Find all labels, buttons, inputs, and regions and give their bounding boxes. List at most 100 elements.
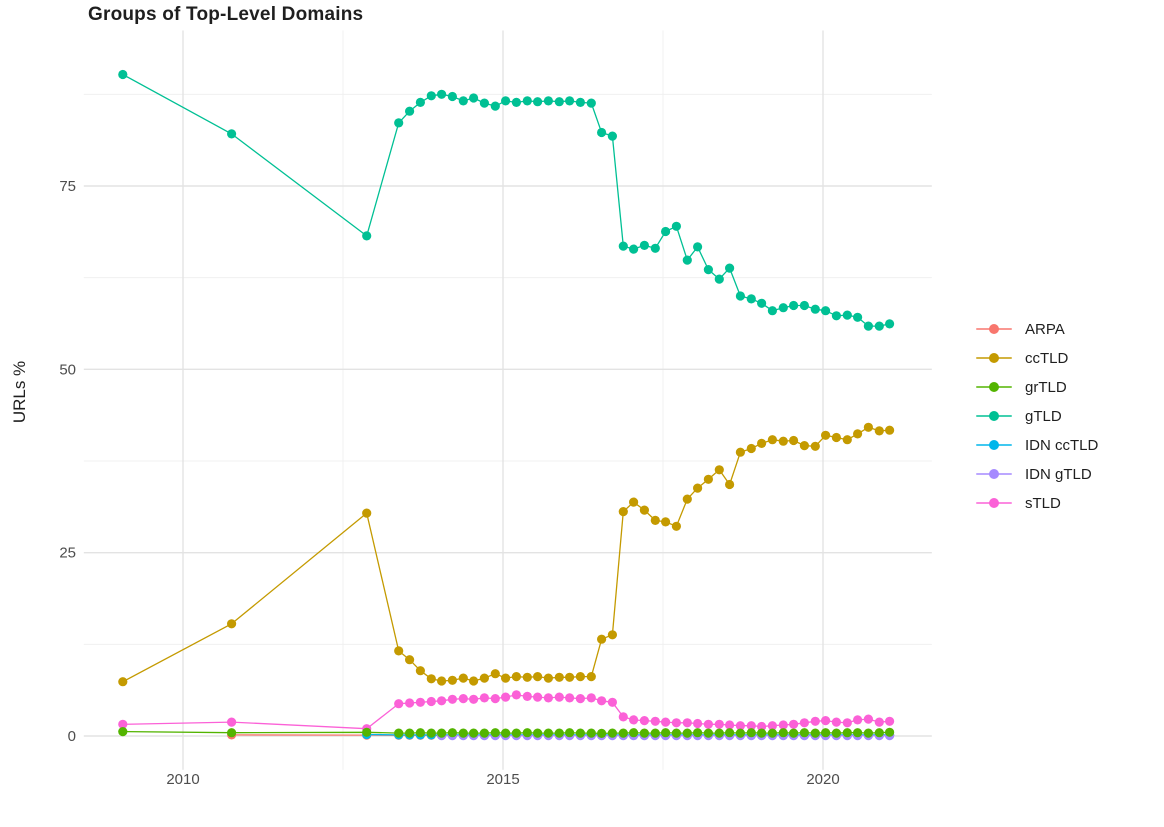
data-point — [874, 321, 884, 331]
data-point — [810, 304, 820, 314]
data-point — [501, 673, 511, 683]
data-point — [118, 719, 128, 729]
data-point — [501, 96, 511, 106]
data-point — [362, 508, 372, 518]
data-point — [597, 634, 607, 644]
data-point — [426, 728, 436, 738]
data-point — [874, 728, 884, 738]
data-point — [415, 728, 425, 738]
data-point — [607, 728, 618, 738]
data-point — [575, 672, 586, 682]
data-point — [479, 673, 489, 683]
x-tick-label: 2010 — [166, 771, 199, 788]
data-point — [810, 716, 820, 726]
axis-tick-labels: 0 25 50 75 2010 2015 2020 — [59, 178, 839, 788]
data-point — [703, 719, 714, 729]
data-point — [853, 312, 863, 322]
data-point — [118, 677, 128, 687]
data-point — [842, 718, 852, 728]
data-point — [671, 221, 682, 231]
data-point — [490, 101, 500, 111]
data-point — [778, 720, 788, 730]
data-point — [522, 672, 532, 682]
data-point — [227, 619, 237, 629]
data-point — [671, 728, 682, 738]
data-point — [586, 98, 596, 108]
data-point — [842, 310, 852, 320]
data-point — [437, 728, 447, 738]
data-point — [885, 727, 895, 737]
data-point — [874, 717, 884, 727]
data-point — [629, 244, 639, 254]
data-point — [458, 694, 468, 704]
data-point — [227, 728, 237, 738]
data-point — [629, 497, 639, 507]
data-point — [554, 692, 564, 702]
data-point — [885, 319, 895, 329]
data-point — [618, 507, 628, 517]
legend-key-icon — [976, 377, 1012, 397]
legend-key-icon — [976, 493, 1012, 513]
legend-item-gtld: gTLD — [976, 406, 1098, 426]
grid-major — [83, 30, 932, 770]
data-point — [885, 716, 895, 726]
data-point — [415, 666, 425, 676]
series-stld — [118, 690, 895, 734]
data-point — [511, 97, 521, 107]
data-point — [735, 721, 746, 731]
data-point — [479, 693, 489, 703]
data-point — [639, 716, 650, 726]
data-point — [501, 692, 511, 702]
data-point — [671, 521, 682, 531]
legend-key-icon — [976, 435, 1012, 455]
data-point — [746, 721, 756, 731]
data-point — [714, 728, 724, 738]
data-point — [469, 676, 479, 686]
data-point — [565, 96, 575, 106]
data-point — [405, 106, 415, 116]
legend-label: grTLD — [1025, 378, 1067, 396]
data-point — [618, 241, 628, 251]
legend-item-stld: sTLD — [976, 493, 1098, 513]
data-point — [394, 699, 404, 709]
series-cctld — [118, 422, 895, 687]
data-point — [118, 69, 128, 80]
data-point — [469, 93, 479, 103]
data-point — [821, 306, 831, 316]
data-point — [394, 646, 404, 656]
legend-item-grtld: grTLD — [976, 377, 1098, 397]
data-point — [405, 698, 415, 708]
data-point — [575, 97, 586, 107]
data-point — [725, 263, 735, 273]
data-point — [575, 728, 586, 738]
data-point — [607, 131, 618, 141]
data-point — [725, 728, 735, 738]
data-point — [479, 728, 489, 738]
data-point — [629, 715, 639, 725]
data-point — [490, 669, 500, 679]
data-point — [863, 321, 874, 331]
series-gtld — [118, 69, 895, 331]
y-tick-label: 50 — [59, 361, 76, 378]
data-point — [682, 255, 692, 265]
data-point — [682, 728, 692, 738]
data-point — [607, 630, 618, 640]
data-point — [533, 728, 543, 738]
data-point — [437, 89, 447, 99]
data-point — [842, 435, 852, 445]
data-point — [757, 728, 767, 738]
data-point — [533, 692, 543, 702]
data-point — [767, 435, 778, 445]
data-point — [735, 447, 746, 457]
data-point — [565, 728, 575, 738]
data-point — [639, 240, 650, 250]
data-point — [490, 694, 500, 704]
data-point — [437, 676, 447, 686]
data-point — [703, 265, 714, 275]
data-point — [118, 727, 128, 737]
data-point — [853, 728, 863, 738]
data-point — [629, 728, 639, 738]
data-point — [618, 712, 628, 722]
data-point — [426, 91, 436, 101]
